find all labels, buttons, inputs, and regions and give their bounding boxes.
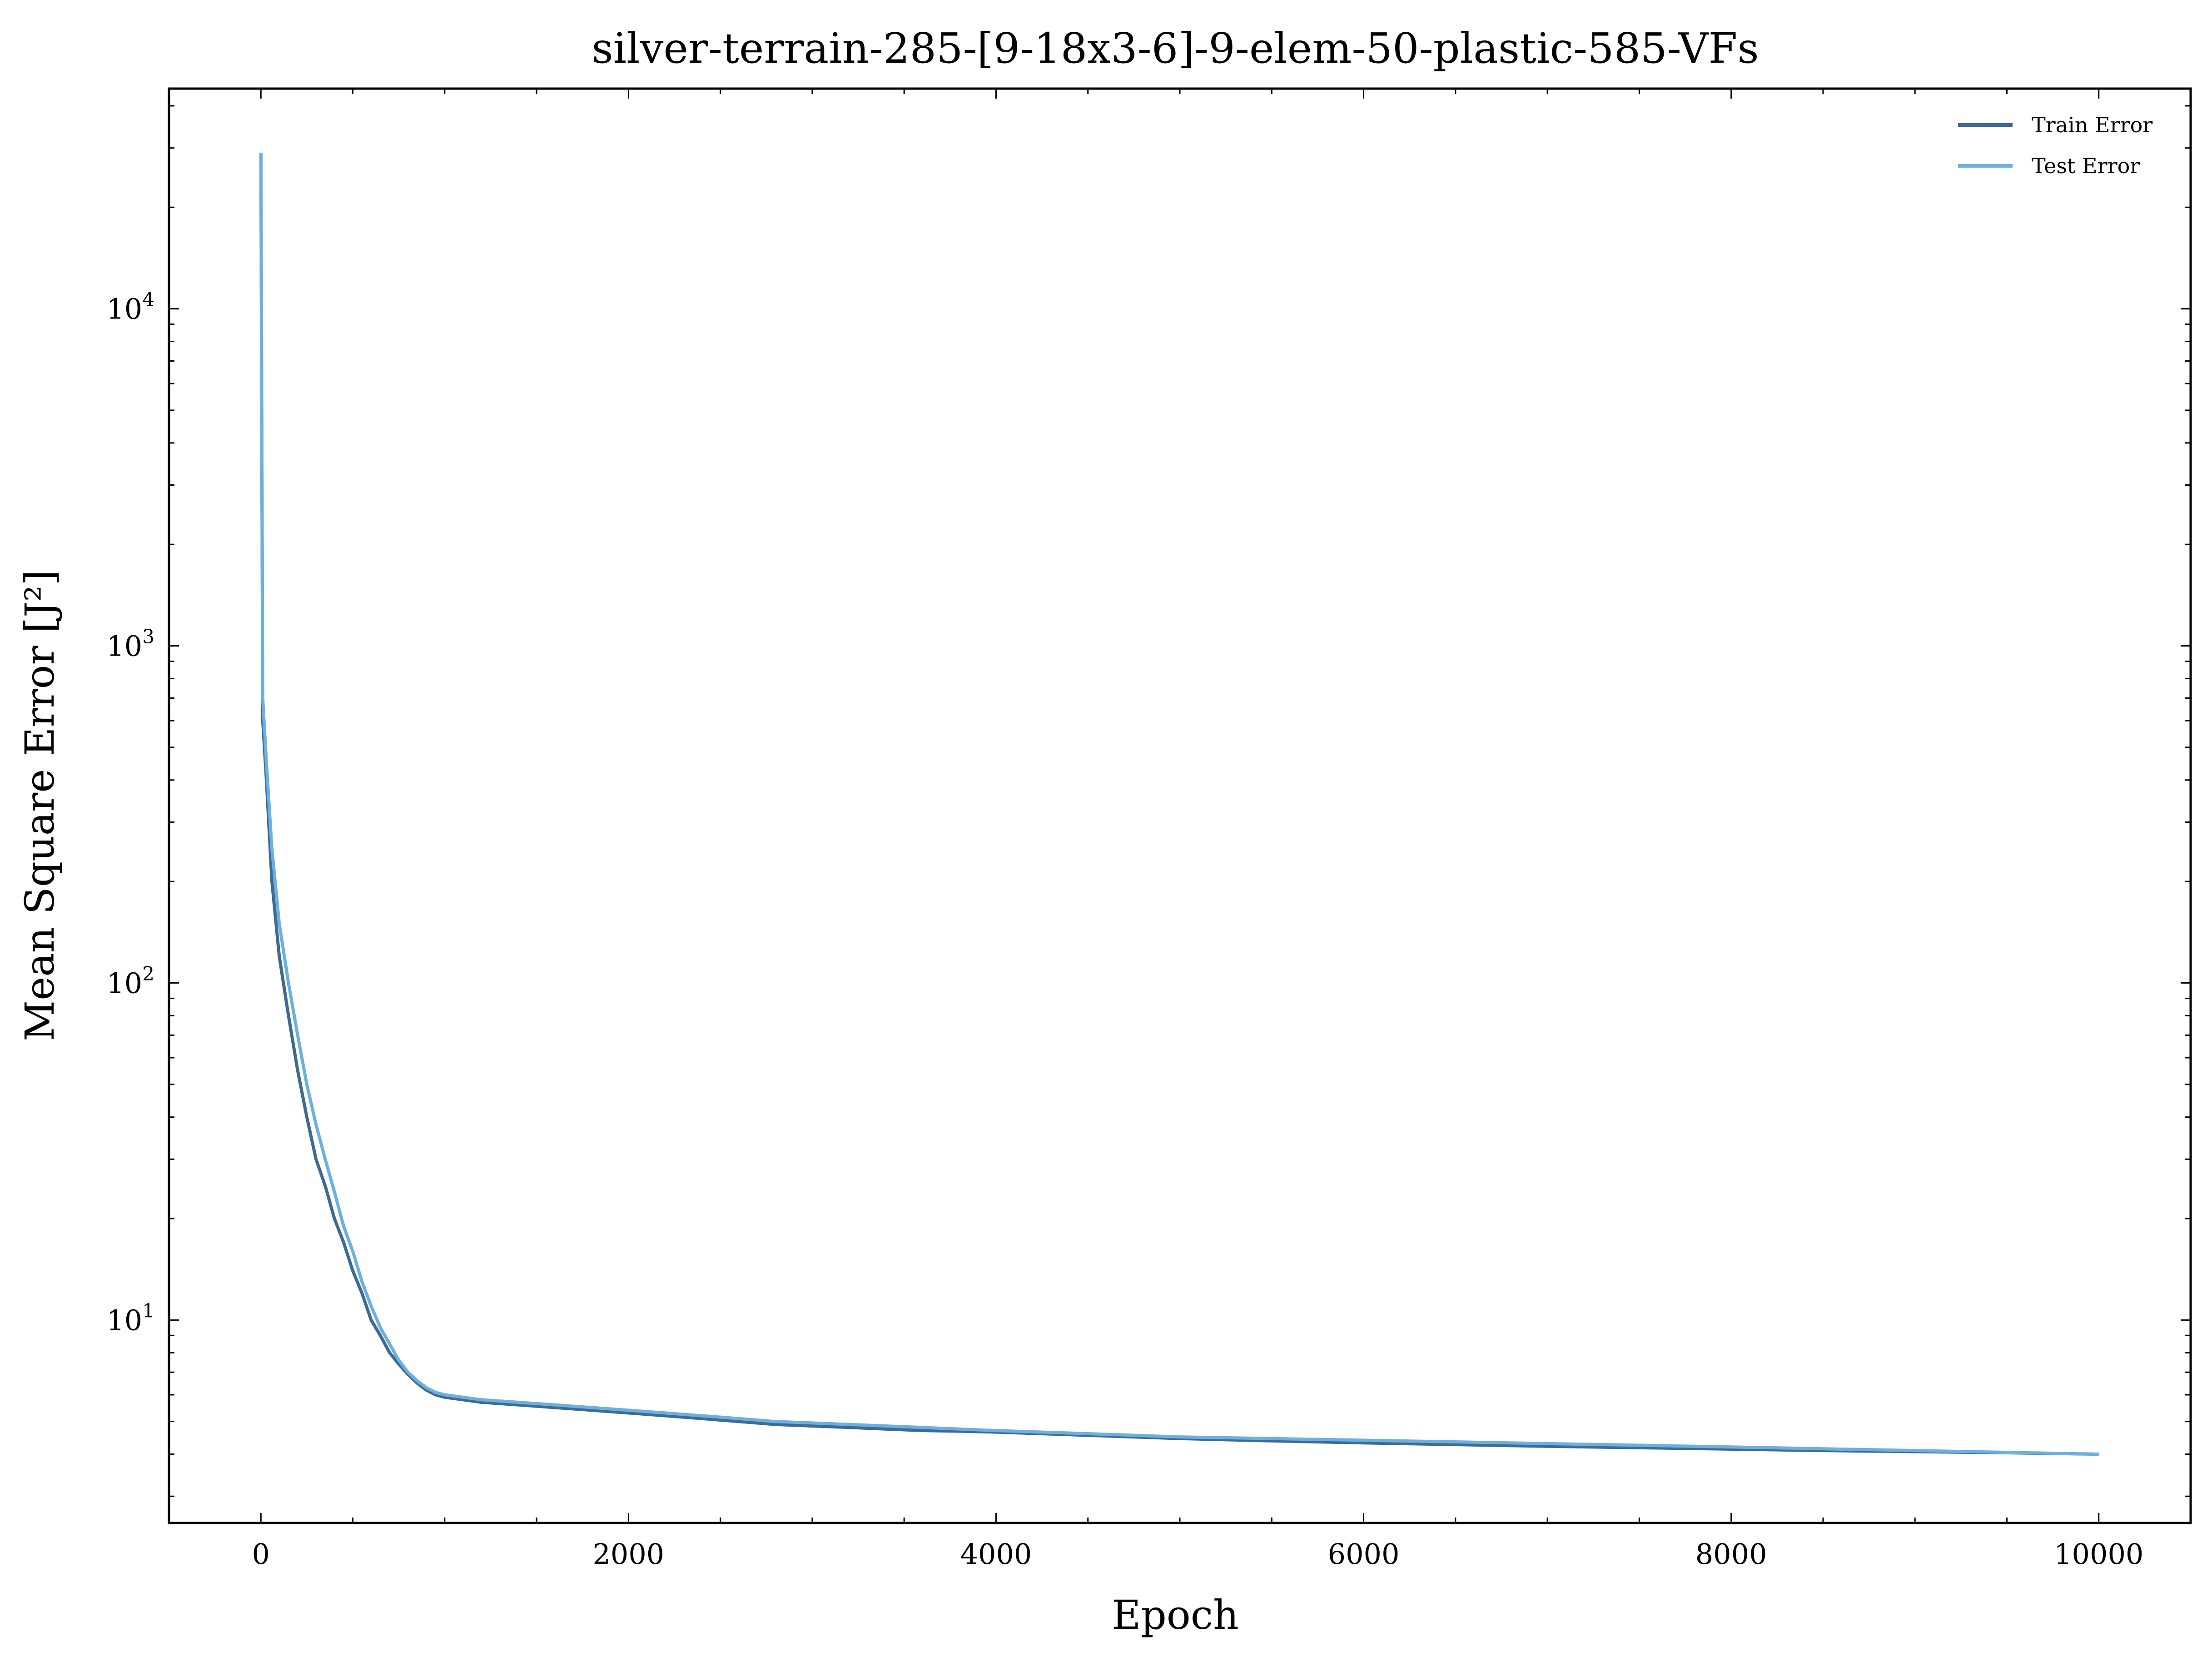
series-layer xyxy=(259,153,2099,1456)
series-line-test-error xyxy=(259,153,2099,1456)
x-axis-label: Epoch xyxy=(1112,1592,1239,1638)
legend-label: Test Error xyxy=(2032,154,2140,178)
y-tick-label-base: 10 xyxy=(106,630,142,663)
y-tick-label-base: 10 xyxy=(106,293,142,326)
y-tick-label-exponent: 2 xyxy=(142,962,154,985)
y-tick-label-exponent: 1 xyxy=(142,1299,154,1322)
y-tick-label: 103 xyxy=(106,626,154,663)
x-tick-label: 6000 xyxy=(1328,1538,1400,1571)
y-tick-label-base: 10 xyxy=(106,966,142,1000)
y-tick-label: 101 xyxy=(106,1299,154,1337)
legend: Train Error Test Error xyxy=(1958,113,2152,178)
y-tick-label: 102 xyxy=(106,962,154,1000)
x-axis-ticks: 0 2000 4000 6000 8000 10000 xyxy=(168,89,2192,1571)
chart-title: silver-terrain-285-[9-18x3-6]-9-elem-50-… xyxy=(592,24,1759,73)
series-line-train-error xyxy=(259,153,2099,1456)
x-tick-label: 4000 xyxy=(960,1538,1032,1571)
y-tick-label: 104 xyxy=(106,289,154,326)
x-tick-label: 0 xyxy=(252,1538,270,1571)
y-axis-label: Mean Square Error [J²] xyxy=(16,570,63,1041)
x-tick-label: 10000 xyxy=(2054,1538,2143,1571)
x-tick-label: 2000 xyxy=(592,1538,664,1571)
y-tick-label-exponent: 4 xyxy=(142,289,154,311)
x-tick-label: 8000 xyxy=(1695,1538,1767,1571)
y-tick-label-exponent: 3 xyxy=(142,626,154,648)
y-tick-label-base: 10 xyxy=(106,1304,142,1337)
legend-label: Train Error xyxy=(2032,113,2152,137)
